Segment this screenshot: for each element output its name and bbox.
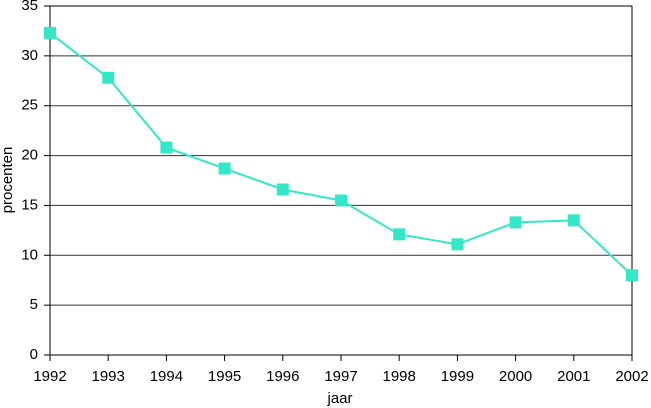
x-tick-label: 2002 (615, 368, 648, 385)
x-tick-label: 1994 (150, 368, 183, 385)
x-tick-label: 1998 (383, 368, 416, 385)
y-axis-label: procenten (0, 147, 16, 214)
x-tick-label: 1993 (92, 368, 125, 385)
y-tick-label: 5 (30, 296, 38, 313)
y-tick-label: 0 (30, 346, 38, 363)
x-tick-label: 2000 (499, 368, 532, 385)
data-point (218, 162, 231, 175)
y-tick-label: 20 (21, 147, 38, 164)
data-point (276, 183, 289, 196)
y-tick-label: 30 (21, 47, 38, 64)
data-point (567, 214, 580, 227)
data-point (160, 141, 173, 154)
data-point (44, 26, 56, 39)
x-tick-label: 1992 (33, 368, 66, 385)
x-axis-label: jaar (326, 390, 352, 407)
y-tick-label: 15 (21, 196, 38, 213)
x-tick-label: 2001 (557, 368, 590, 385)
data-point (102, 71, 115, 84)
data-point (626, 269, 638, 282)
x-tick-label: 1995 (208, 368, 241, 385)
x-tick-label: 1996 (266, 368, 299, 385)
y-tick-label: 35 (21, 0, 38, 14)
data-point (335, 194, 347, 207)
data-point (393, 228, 406, 241)
y-tick-label: 25 (21, 97, 38, 114)
data-line (49, 32, 633, 276)
plot-frame (49, 5, 633, 356)
y-tick-label: 10 (21, 246, 38, 263)
data-point (451, 238, 464, 251)
data-point (509, 216, 522, 229)
x-tick-label: 1997 (324, 368, 357, 385)
x-tick-label: 1999 (441, 368, 474, 385)
